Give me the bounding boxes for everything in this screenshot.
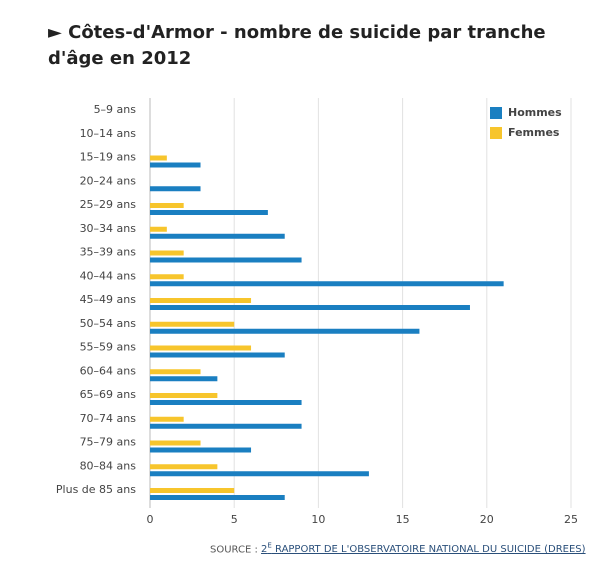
x-tick-label: 5 [231, 513, 238, 526]
source-link-sup: E [267, 542, 272, 550]
y-tick-label: 10–14 ans [80, 127, 137, 140]
bar [150, 305, 470, 310]
x-tick-label: 20 [480, 513, 494, 526]
source: SOURCE : 2E RAPPORT DE L'OBSERVATOIRE NA… [210, 542, 586, 555]
y-tick-label: 45–49 ans [80, 293, 137, 306]
x-tick-label: 10 [311, 513, 325, 526]
bar [150, 257, 302, 263]
bar [150, 400, 302, 405]
bar [150, 471, 369, 477]
x-tick-label: 0 [147, 513, 154, 526]
bar [150, 369, 201, 375]
bar [150, 298, 252, 303]
y-tick-label: 65–69 ans [80, 388, 137, 401]
y-tick-label: 30–34 ans [80, 222, 137, 235]
bar [150, 352, 285, 358]
bar [150, 226, 167, 232]
y-tick-label: 40–44 ans [80, 269, 137, 282]
y-tick-label: 15–19 ans [80, 151, 137, 164]
y-tick-label: 80–84 ans [80, 459, 137, 472]
source-label: SOURCE : [210, 544, 258, 556]
legend-label: Femmes [508, 126, 560, 139]
bar [150, 250, 184, 256]
bar [150, 440, 201, 446]
y-tick-label: Plus de 85 ans [56, 483, 136, 496]
bar [150, 393, 218, 398]
bar [150, 155, 167, 161]
bar [150, 376, 218, 382]
bar [150, 203, 184, 208]
y-tick-label: 75–79 ans [80, 436, 137, 449]
bar [150, 210, 268, 215]
y-tick-label: 25–29 ans [80, 198, 137, 211]
bar [150, 423, 302, 429]
x-tick-label: 25 [564, 513, 578, 526]
legend-swatch [490, 107, 502, 119]
legend-swatch [490, 127, 502, 139]
legend-label: Hommes [508, 106, 562, 119]
bar [150, 416, 184, 422]
y-tick-label: 20–24 ans [80, 174, 137, 187]
y-tick-label: 60–64 ans [80, 364, 137, 377]
bar [150, 328, 420, 334]
bar [150, 488, 235, 493]
y-tick-label: 55–59 ans [80, 341, 137, 354]
bar [150, 281, 504, 287]
y-tick-label: 5–9 ans [94, 103, 137, 116]
bar [150, 186, 201, 192]
source-link-part: RAPPORT DE L'OBSERVATOIRE NATIONAL DU SU… [271, 544, 586, 556]
chart-title: ► Côtes-d'Armor - nombre de suicide par … [48, 22, 546, 69]
source-link[interactable]: 2E RAPPORT DE L'OBSERVATOIRE NATIONAL DU… [261, 542, 586, 556]
bar [150, 233, 285, 239]
bar [150, 162, 201, 168]
bar [150, 345, 252, 351]
bar [150, 274, 184, 280]
bar [150, 495, 285, 500]
source-link-part: 2 [261, 544, 268, 556]
bar [150, 447, 252, 453]
bar [150, 321, 235, 327]
y-tick-label: 70–74 ans [80, 412, 137, 425]
y-tick-label: 35–39 ans [80, 246, 137, 259]
bar [150, 464, 218, 470]
x-tick-label: 15 [396, 513, 410, 526]
y-tick-label: 50–54 ans [80, 317, 137, 330]
